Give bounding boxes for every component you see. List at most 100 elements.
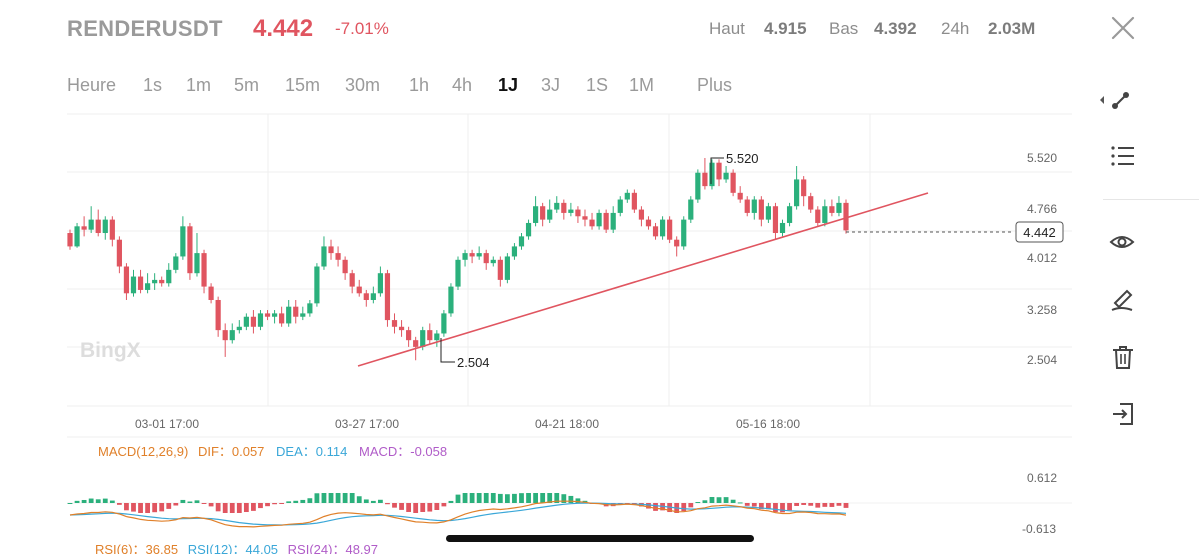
candle-body <box>391 320 398 327</box>
candle-body <box>95 219 101 234</box>
macd-bar <box>540 493 546 503</box>
macd-bar <box>744 503 750 506</box>
macd-bar <box>737 502 743 504</box>
macd-bar <box>533 493 538 503</box>
candle-body <box>123 266 130 294</box>
candle-body <box>109 219 115 240</box>
tab-heure[interactable]: Heure <box>67 75 117 95</box>
candle-body <box>737 192 743 200</box>
macd-bar <box>497 493 503 503</box>
candle-body <box>836 202 842 213</box>
macd-bar <box>448 500 454 503</box>
candle-body <box>342 259 348 274</box>
symbol-title[interactable]: RENDERUSDT <box>67 16 223 41</box>
candle-body <box>540 206 546 220</box>
list-icon[interactable] <box>1110 143 1136 169</box>
tab-30m[interactable]: 30m <box>345 75 381 95</box>
macd-bar <box>709 497 715 503</box>
macd-bar <box>773 503 778 512</box>
macd-bar <box>229 503 235 513</box>
draw-line-tool-icon[interactable] <box>1099 87 1129 113</box>
candle-body <box>497 259 503 280</box>
macd-bar <box>808 503 814 506</box>
price-tick: 3.258 <box>1027 303 1057 317</box>
tab-1h[interactable]: 1h <box>409 75 430 95</box>
volume-label: 24h <box>941 19 970 38</box>
trend-line[interactable] <box>357 192 929 367</box>
trash-icon[interactable] <box>1110 344 1136 370</box>
macd-bar <box>758 503 764 510</box>
macd-bar <box>723 497 729 503</box>
macd-bar <box>258 503 263 509</box>
macd-bar <box>646 503 651 509</box>
macd-bar <box>385 503 390 505</box>
macd-bar <box>462 493 468 503</box>
macd-bar <box>399 503 404 510</box>
tab-15m[interactable]: 15m <box>285 75 321 95</box>
candle-body <box>137 276 144 290</box>
candle-body <box>815 209 821 223</box>
macd-bar <box>441 503 447 507</box>
macd-bar <box>561 494 567 503</box>
price-chart[interactable]: BingX 5.520 2.504 4.442 5.520 4.766 4.012 3… <box>0 0 1100 554</box>
candle-body <box>413 340 419 347</box>
candle-body <box>300 313 306 317</box>
candle-body <box>518 236 525 247</box>
brush-icon[interactable] <box>1109 287 1135 313</box>
macd-bar <box>321 493 327 503</box>
macd-bar <box>342 493 348 503</box>
current-price-label: 4.442 <box>1023 225 1056 240</box>
candle-body <box>314 266 320 304</box>
macd-bar <box>95 499 101 503</box>
tab-1m[interactable]: 1M <box>629 75 655 95</box>
exit-icon[interactable] <box>1110 401 1136 427</box>
candle-body <box>363 293 369 300</box>
candle-body <box>335 253 341 260</box>
candle-body <box>88 219 94 230</box>
macd-bar <box>286 501 292 503</box>
tab-4h[interactable]: 4h <box>452 75 473 95</box>
macd-bar <box>751 503 757 507</box>
macd-bar <box>265 503 270 507</box>
candle-body <box>398 326 405 331</box>
macd-bar <box>794 503 800 506</box>
candle-body <box>271 313 278 317</box>
low-label: Bas <box>829 19 859 38</box>
candle-body <box>688 199 694 220</box>
macd-bar <box>356 496 362 503</box>
candle-body <box>624 192 630 200</box>
macd-bar <box>159 503 165 512</box>
close-icon[interactable] <box>1110 15 1136 41</box>
price-tick: 2.504 <box>1027 353 1057 367</box>
candle-body <box>794 179 800 207</box>
macd-bar <box>251 503 256 511</box>
macd-bar <box>378 499 383 503</box>
tab-plus[interactable]: Plus <box>697 75 733 95</box>
candle-body <box>384 273 391 321</box>
macd-histogram <box>67 493 849 513</box>
candle-body <box>504 256 510 280</box>
price-tick: 4.012 <box>1027 251 1057 265</box>
macd-bar <box>504 494 510 503</box>
tab-1j[interactable]: 1J <box>498 75 519 95</box>
macd-bar <box>307 498 313 503</box>
candle-body <box>243 316 249 327</box>
rsi-6: RSI(6)：36.85 <box>95 542 178 554</box>
tab-5m[interactable]: 5m <box>234 75 260 95</box>
candle-body <box>293 306 299 317</box>
candle-body <box>659 219 666 237</box>
candle-body <box>716 162 722 180</box>
tab-1s[interactable]: 1S <box>586 75 609 95</box>
tab-1s[interactable]: 1s <box>143 75 163 95</box>
eye-icon[interactable] <box>1109 229 1135 255</box>
tab-3j[interactable]: 3J <box>541 75 561 95</box>
macd-bar <box>208 503 214 507</box>
macd-params: MACD(12,26,9) <box>98 444 188 459</box>
tab-1m[interactable]: 1m <box>186 75 212 95</box>
candle-body <box>723 172 729 180</box>
candle-body <box>286 306 292 324</box>
macd-bar <box>145 503 150 513</box>
macd-bar <box>822 503 828 507</box>
macd-bar <box>166 503 172 509</box>
candle-body <box>159 279 165 284</box>
